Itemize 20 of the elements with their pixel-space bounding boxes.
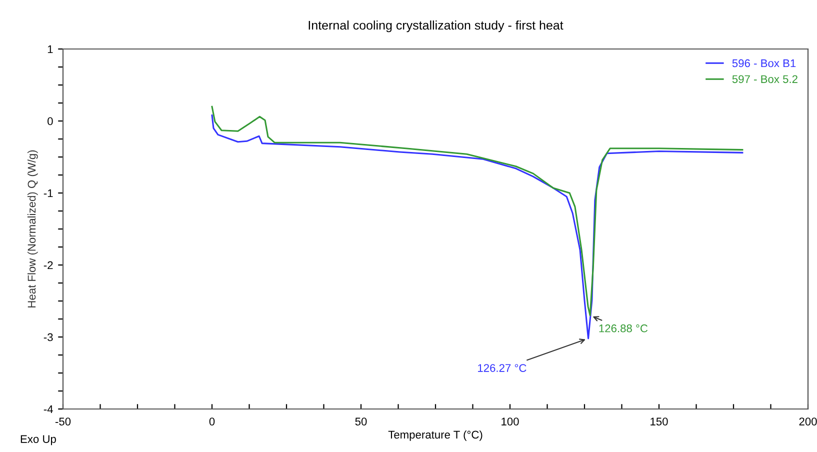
y-tick-label: 0 (48, 117, 53, 126)
x-axis-title: Temperature T (°C) (388, 430, 482, 441)
x-tick-label: 200 (799, 418, 817, 426)
text: Exo Up (20, 435, 56, 446)
x-tick-label: 0 (209, 418, 215, 426)
chart-title: Internal cooling crystallization study - first heat (308, 20, 564, 32)
y-tick-label: -2 (44, 261, 53, 270)
y-tick-label: -1 (44, 189, 53, 198)
x-tick-label: 150 (650, 418, 668, 426)
legend-label: 596 - Box B1 (732, 59, 796, 68)
y-tick-label: 1 (48, 45, 53, 54)
x-tick-label: 100 (502, 418, 519, 426)
annotation: 126.27 °C (478, 364, 526, 372)
y-axis-title: Heat Flow (Normalized) Q (W/g) (27, 150, 38, 308)
y-tick-label: -3 (44, 333, 53, 342)
x-tick-label: 50 (355, 418, 367, 426)
x-tick-label: -50 (55, 418, 71, 426)
annotation: 126.88 °C (599, 324, 648, 332)
legend-label: 597 - Box 5.2 (732, 75, 798, 84)
y-tick-label: -4 (44, 405, 53, 414)
